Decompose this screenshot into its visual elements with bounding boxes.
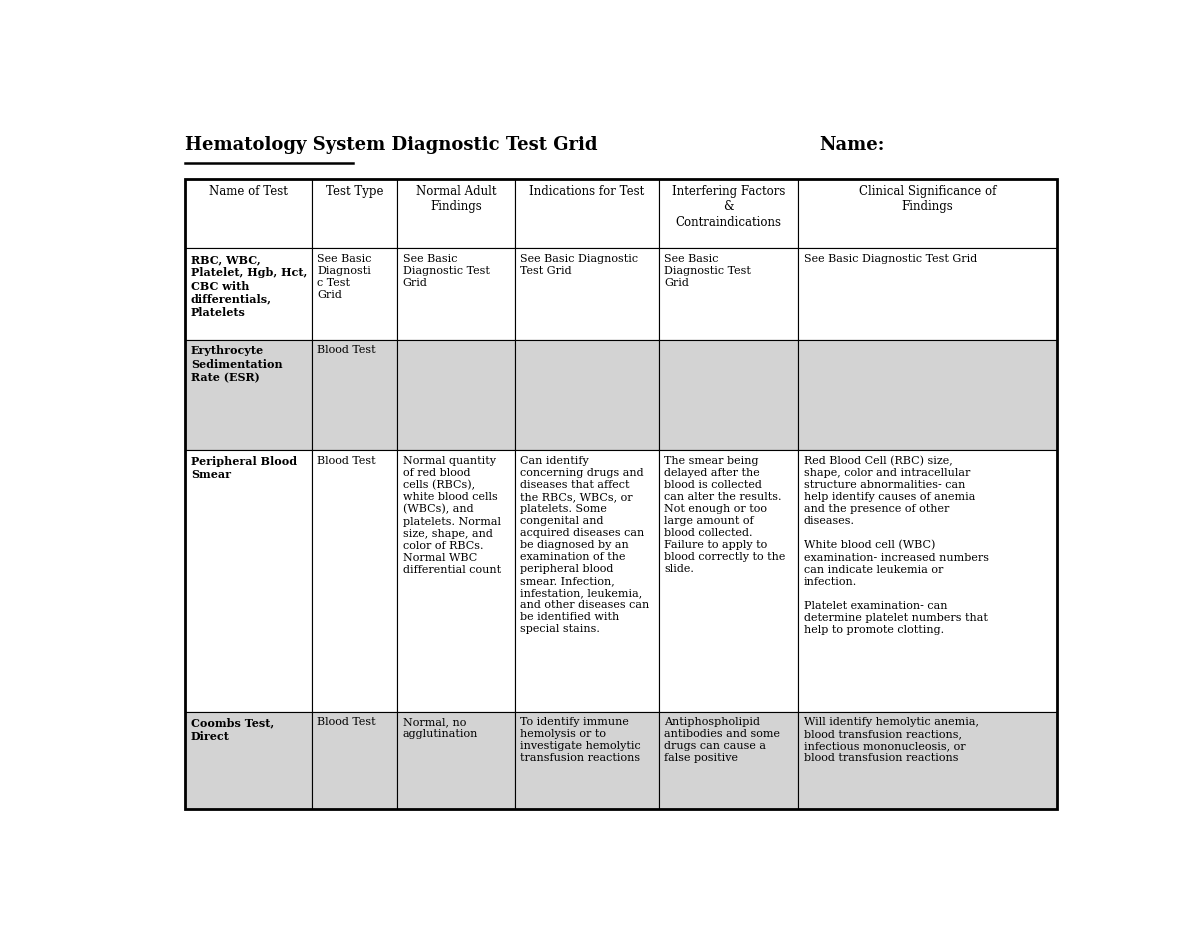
Text: Coombs Test,
Direct: Coombs Test, Direct (191, 717, 274, 742)
Text: Interfering Factors
&
Contraindications: Interfering Factors & Contraindications (672, 184, 785, 229)
Bar (515, 451, 659, 712)
Text: Clinical Significance of
Findings: Clinical Significance of Findings (859, 184, 996, 213)
Text: Normal quantity
of red blood
cells (RBCs),
white blood cells
(WBCs), and
platele: Normal quantity of red blood cells (RBCs… (403, 456, 500, 575)
Text: Blood Test: Blood Test (317, 717, 376, 728)
Bar (185, 179, 312, 248)
Text: RBC, WBC,
Platelet, Hgb, Hct,
CBC with
differentials,
Platelets: RBC, WBC, Platelet, Hgb, Hct, CBC with d… (191, 254, 307, 318)
Text: Blood Test: Blood Test (317, 346, 376, 355)
Bar (515, 248, 659, 340)
Bar (312, 712, 397, 809)
Bar (397, 451, 515, 712)
Text: Indications for Test: Indications for Test (529, 184, 644, 197)
Bar (798, 248, 1057, 340)
Text: See Basic Diagnostic Test Grid: See Basic Diagnostic Test Grid (804, 254, 977, 264)
Bar (659, 712, 798, 809)
Text: To identify immune
hemolysis or to
investigate hemolytic
transfusion reactions: To identify immune hemolysis or to inves… (521, 717, 641, 763)
Text: Name of Test: Name of Test (209, 184, 288, 197)
Text: See Basic
Diagnosti
c Test
Grid: See Basic Diagnosti c Test Grid (317, 254, 372, 300)
Bar (659, 248, 798, 340)
Text: Can identify
concerning drugs and
diseases that affect
the RBCs, WBCs, or
platel: Can identify concerning drugs and diseas… (521, 456, 649, 634)
Text: Test Type: Test Type (325, 184, 383, 197)
Text: Normal, no
agglutination: Normal, no agglutination (403, 717, 478, 740)
Bar (397, 340, 515, 451)
Bar (798, 451, 1057, 712)
Bar (312, 340, 397, 451)
Bar (798, 340, 1057, 451)
Text: See Basic Diagnostic
Test Grid: See Basic Diagnostic Test Grid (521, 254, 638, 276)
Bar (185, 712, 312, 809)
Text: Red Blood Cell (RBC) size,
shape, color and intracellular
structure abnormalitie: Red Blood Cell (RBC) size, shape, color … (804, 456, 989, 634)
Text: Name:: Name: (820, 136, 884, 154)
Text: See Basic
Diagnostic Test
Grid: See Basic Diagnostic Test Grid (403, 254, 490, 288)
Bar (397, 712, 515, 809)
Bar (185, 340, 312, 451)
Bar (515, 340, 659, 451)
Text: Peripheral Blood
Smear: Peripheral Blood Smear (191, 456, 298, 480)
Bar (312, 179, 397, 248)
Bar (659, 451, 798, 712)
Bar (515, 712, 659, 809)
Bar (515, 179, 659, 248)
Bar (312, 451, 397, 712)
Bar (312, 248, 397, 340)
Bar (185, 451, 312, 712)
Text: Blood Test: Blood Test (317, 456, 376, 465)
Bar (397, 179, 515, 248)
Bar (659, 340, 798, 451)
Text: Normal Adult
Findings: Normal Adult Findings (415, 184, 496, 213)
Bar (798, 712, 1057, 809)
Bar (798, 179, 1057, 248)
Bar (659, 179, 798, 248)
Bar (185, 179, 1057, 809)
Bar (397, 248, 515, 340)
Text: Will identify hemolytic anemia,
blood transfusion reactions,
infectious mononucl: Will identify hemolytic anemia, blood tr… (804, 717, 978, 763)
Text: The smear being
delayed after the
blood is collected
can alter the results.
Not : The smear being delayed after the blood … (664, 456, 786, 574)
Text: Erythrocyte
Sedimentation
Rate (ESR): Erythrocyte Sedimentation Rate (ESR) (191, 346, 282, 383)
Text: See Basic
Diagnostic Test
Grid: See Basic Diagnostic Test Grid (664, 254, 751, 288)
Bar (185, 248, 312, 340)
Text: Antiphospholipid
antibodies and some
drugs can cause a
false positive: Antiphospholipid antibodies and some dru… (664, 717, 780, 763)
Text: Hematology System Diagnostic Test Grid: Hematology System Diagnostic Test Grid (185, 136, 598, 154)
